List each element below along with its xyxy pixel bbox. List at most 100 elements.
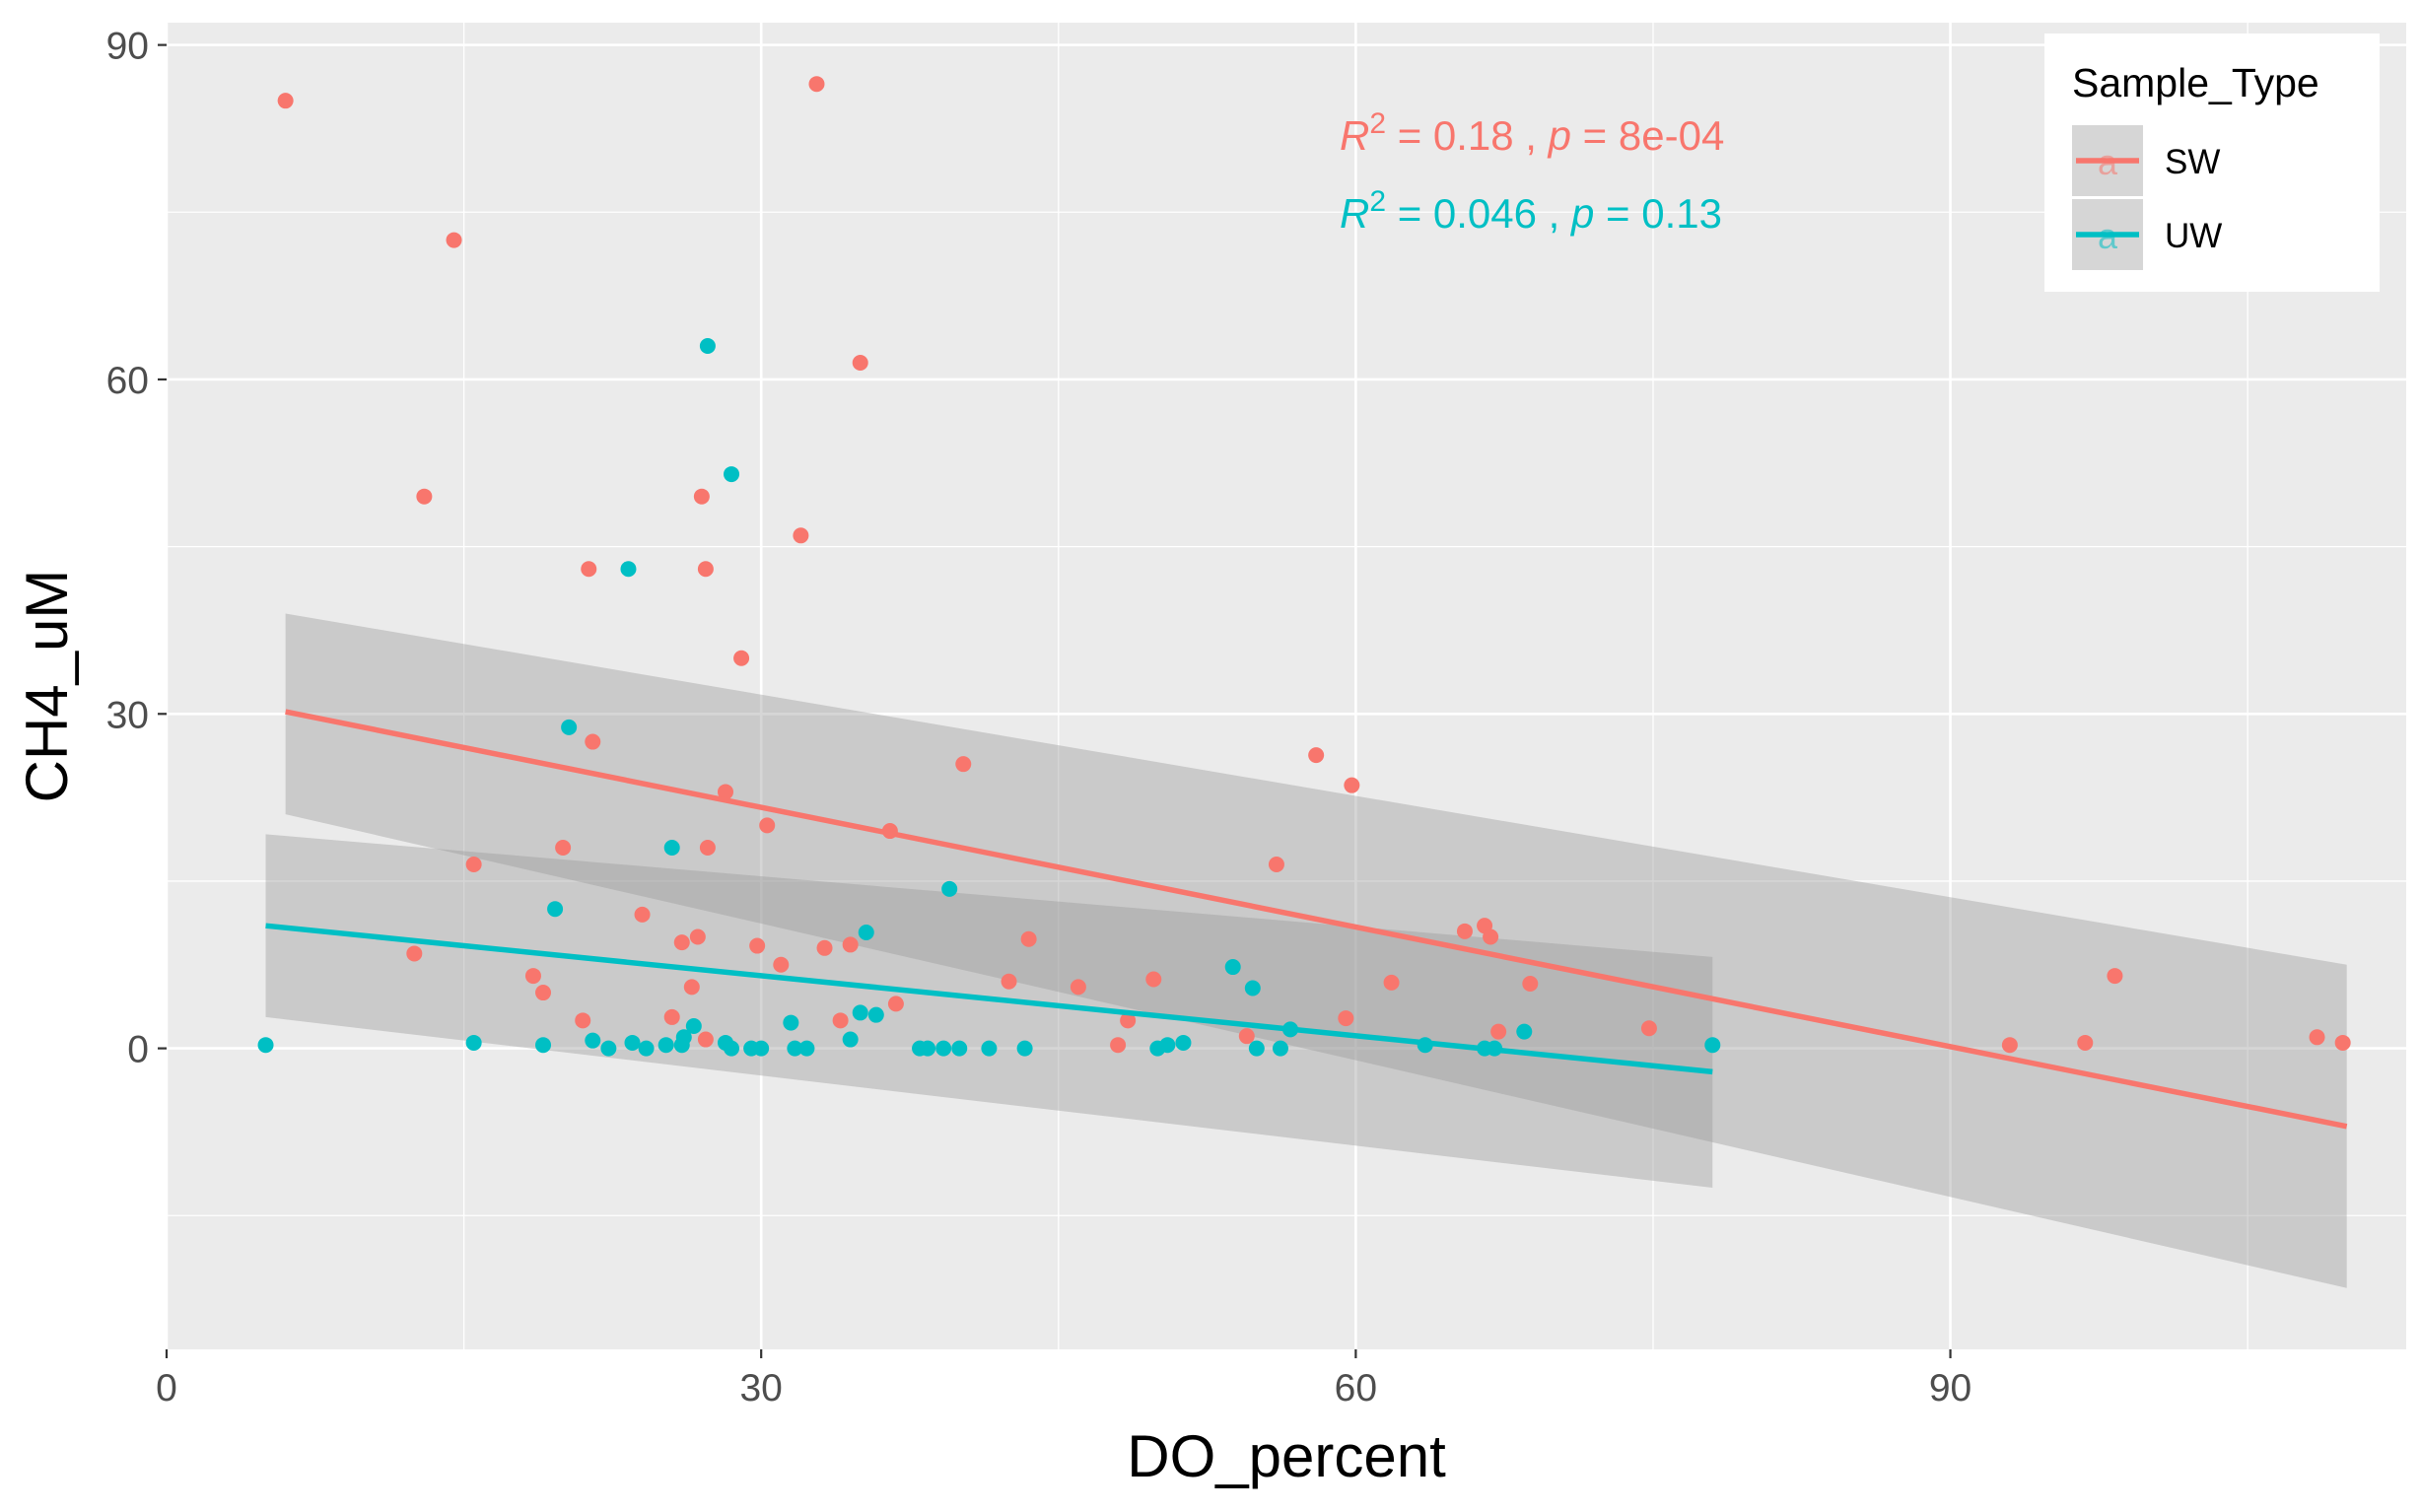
r2-value: = 0.046 , <box>1386 190 1571 237</box>
data-point-uw <box>1175 1034 1192 1051</box>
data-point-sw <box>793 527 809 544</box>
data-point-uw <box>852 1004 868 1021</box>
r-exponent: 2 <box>1369 107 1386 140</box>
data-point-uw <box>1159 1037 1176 1054</box>
data-point-sw <box>585 733 601 750</box>
data-point-sw <box>1344 777 1360 793</box>
data-point-sw <box>1001 973 1017 990</box>
data-point-uw <box>1224 959 1241 976</box>
y-tick-label: 90 <box>106 26 149 68</box>
x-tick-label: 60 <box>1335 1367 1377 1409</box>
data-point-sw <box>2077 1034 2094 1051</box>
legend: Sample_Type a SW a UW <box>2044 34 2380 292</box>
data-point-uw <box>675 1029 692 1046</box>
data-point-sw <box>575 1012 591 1029</box>
r-exponent: 2 <box>1369 185 1386 218</box>
data-point-sw <box>955 756 972 773</box>
data-point-sw <box>697 1031 714 1048</box>
y-tick-label: 30 <box>106 694 149 736</box>
data-point-sw <box>852 354 868 371</box>
data-point-uw <box>663 840 680 857</box>
data-point-uw <box>858 924 874 940</box>
data-point-sw <box>2334 1034 2351 1051</box>
data-point-uw <box>585 1032 601 1049</box>
data-point-uw <box>724 466 740 483</box>
data-point-sw <box>673 934 690 951</box>
data-point-uw <box>1704 1037 1721 1054</box>
data-point-sw <box>816 939 833 956</box>
data-point-uw <box>867 1006 884 1023</box>
data-point-uw <box>951 1040 968 1057</box>
data-points <box>257 76 2351 1057</box>
r-symbol: R <box>1340 190 1369 237</box>
data-point-sw <box>842 936 859 953</box>
data-point-sw <box>749 937 766 954</box>
trend-line-sw <box>285 709 2348 1130</box>
data-point-uw <box>685 1017 702 1034</box>
x-tick-label: 0 <box>156 1367 177 1409</box>
data-point-sw <box>535 985 552 1001</box>
data-point-uw <box>657 1037 674 1054</box>
data-point-sw <box>693 488 710 505</box>
data-point-sw <box>1238 1028 1255 1045</box>
data-point-uw <box>1016 1040 1033 1057</box>
data-point-sw <box>1120 1012 1137 1029</box>
x-tick-label: 30 <box>739 1367 782 1409</box>
data-point-sw <box>524 968 541 985</box>
confidence-ribbons <box>265 613 2347 1288</box>
legend-label-uw: UW <box>2165 217 2222 255</box>
data-point-uw <box>753 1040 770 1057</box>
data-point-sw <box>1522 976 1539 993</box>
legend-key-uw-glyph: a <box>2098 216 2118 256</box>
data-point-uw <box>798 1040 815 1057</box>
data-point-uw <box>535 1037 552 1054</box>
data-point-sw <box>1338 1010 1354 1027</box>
legend-key-sw-glyph: a <box>2098 142 2118 182</box>
axes: 0 30 60 90 0 30 60 90 <box>106 26 1972 1409</box>
data-point-sw <box>1383 974 1400 991</box>
data-point-sw <box>887 996 904 1012</box>
data-point-uw <box>624 1034 641 1051</box>
data-point-sw <box>733 650 750 666</box>
data-point-sw <box>1483 928 1499 945</box>
data-point-uw <box>600 1040 617 1057</box>
data-point-uw <box>1244 980 1261 997</box>
data-point-uw <box>1516 1023 1533 1040</box>
data-point-uw <box>935 1040 952 1057</box>
data-point-uw <box>547 901 564 918</box>
data-point-sw <box>2309 1029 2325 1046</box>
data-point-sw <box>663 1008 680 1025</box>
data-point-sw <box>808 76 825 93</box>
data-point-sw <box>1145 971 1162 988</box>
data-point-uw <box>1272 1040 1288 1057</box>
data-point-sw <box>1268 856 1284 872</box>
data-point-uw <box>783 1014 799 1031</box>
data-point-uw <box>561 719 578 735</box>
p-symbol: p <box>1569 190 1594 237</box>
r-symbol: R <box>1340 112 1369 159</box>
data-point-sw <box>1640 1020 1657 1037</box>
data-point-uw <box>1248 1040 1265 1057</box>
data-point-sw <box>1490 1023 1507 1040</box>
data-point-sw <box>2107 968 2123 985</box>
data-point-sw <box>773 956 790 973</box>
data-point-sw <box>277 93 294 109</box>
regression-label-uw: R2 = 0.046 , p = 0.13 <box>1340 185 1722 237</box>
data-point-sw <box>699 840 716 857</box>
data-point-sw <box>634 906 651 923</box>
data-point-sw <box>832 1012 849 1029</box>
data-point-sw <box>697 561 714 578</box>
data-point-uw <box>787 1040 803 1057</box>
data-point-uw <box>842 1031 859 1048</box>
data-point-uw <box>699 338 716 355</box>
x-axis-title: DO_percent <box>1127 1423 1446 1489</box>
data-point-sw <box>465 856 482 872</box>
legend-keys: a SW a UW <box>2072 125 2222 270</box>
confidence-ribbon-uw <box>265 834 1713 1188</box>
data-point-uw <box>257 1037 274 1054</box>
data-point-sw <box>1110 1037 1127 1054</box>
confidence-ribbon-sw <box>285 613 2347 1288</box>
p-value: = 0.13 <box>1594 190 1722 237</box>
